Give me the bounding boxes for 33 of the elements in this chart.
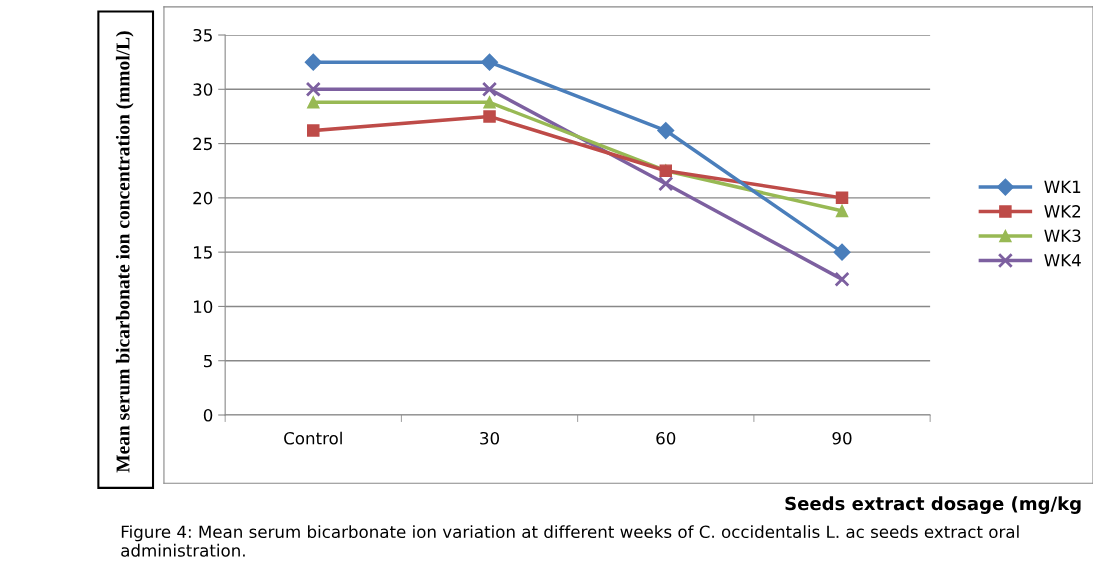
point (481, 81, 498, 97)
y-tick-label: 5 (204, 354, 212, 368)
y-tick-label: 25 (193, 137, 212, 151)
point (833, 243, 851, 261)
legend-label: WK1 (1044, 180, 1081, 193)
point (657, 122, 675, 140)
point (483, 96, 496, 109)
y-tick-label: 35 (193, 28, 212, 42)
y-tick-label: 15 (193, 246, 212, 259)
point (835, 191, 849, 205)
point (658, 176, 674, 192)
point (307, 124, 320, 137)
legend-label: WK2 (1044, 205, 1081, 218)
x-tick-label: 90 (832, 431, 852, 445)
legend-label: WK4 (1044, 254, 1081, 267)
point (307, 96, 320, 109)
point (834, 271, 850, 287)
caption: Figure 4: Mean serum bicarbonate ion variation at different weeks of C. occidentalis L. ac seeds extract oral administration. (121, 525, 1019, 557)
y-tick-label: 30 (193, 83, 213, 96)
y-axis-title: Mean serum bicarbonate ion concentration (mmol/L) (115, 31, 134, 473)
x-axis-title: Seeds extract dosage (mg/kg (785, 496, 1081, 514)
x-tick-label: 60 (656, 431, 676, 445)
legend-label: WK3 (1044, 229, 1081, 243)
point (483, 110, 496, 123)
point (304, 53, 322, 71)
point (305, 81, 321, 97)
point (835, 204, 849, 218)
point (480, 53, 499, 71)
x-tick-label: 30 (480, 431, 500, 445)
y-tick-label: 0 (203, 408, 213, 422)
y-tick-label: 10 (193, 300, 213, 313)
y-tick-label: 20 (193, 191, 213, 205)
x-tick-label: Control (284, 431, 342, 445)
